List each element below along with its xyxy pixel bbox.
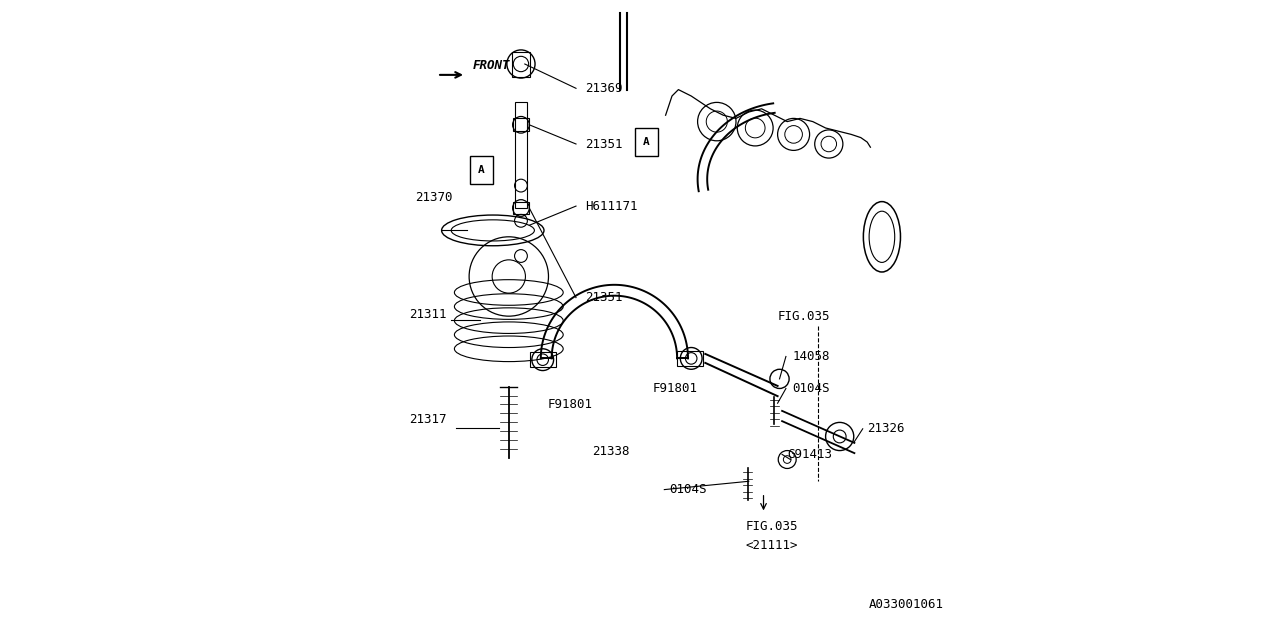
Bar <box>677 351 703 366</box>
Text: 21326: 21326 <box>868 422 905 435</box>
Bar <box>512 52 530 77</box>
Bar <box>513 202 529 214</box>
Text: G91413: G91413 <box>787 448 832 461</box>
Text: 21351: 21351 <box>585 138 623 150</box>
Bar <box>635 128 658 156</box>
Text: H611171: H611171 <box>585 200 639 212</box>
Text: FIG.035: FIG.035 <box>745 520 799 532</box>
Text: A: A <box>643 137 650 147</box>
Text: 21311: 21311 <box>410 308 447 321</box>
Text: 21351: 21351 <box>585 291 623 304</box>
Bar <box>516 102 527 208</box>
Text: 14058: 14058 <box>792 350 829 363</box>
Text: A033001061: A033001061 <box>869 598 945 611</box>
Text: FIG.035: FIG.035 <box>777 310 831 323</box>
Text: 21317: 21317 <box>410 413 447 426</box>
Text: A: A <box>477 164 485 175</box>
Text: 0104S: 0104S <box>792 382 829 395</box>
Text: 21370: 21370 <box>415 191 452 204</box>
Text: 21369: 21369 <box>585 82 623 95</box>
Text: F91801: F91801 <box>653 382 698 395</box>
Bar <box>470 156 493 184</box>
Text: <21111>: <21111> <box>745 539 799 552</box>
Text: F91801: F91801 <box>548 398 593 411</box>
Bar <box>530 352 556 367</box>
Text: 21338: 21338 <box>591 445 630 458</box>
Text: FRONT: FRONT <box>472 59 509 72</box>
Text: 0104S: 0104S <box>668 483 707 496</box>
Bar <box>513 118 529 131</box>
